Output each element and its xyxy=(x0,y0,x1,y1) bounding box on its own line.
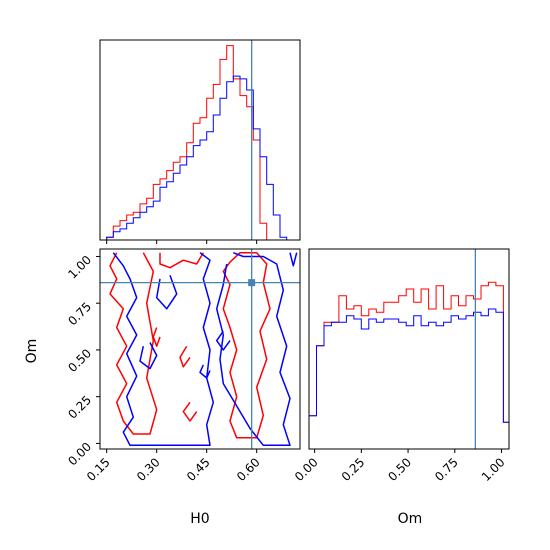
om-histogram-x-ticks: 0.00 0.25 0.50 0.75 1.00 xyxy=(292,449,508,484)
contour-x-ticks: 0.15 0.30 0.45 0.60 xyxy=(84,449,263,484)
om-y-tick-label-3: 0.50 xyxy=(65,346,94,375)
om-x-tick-label-1: 0.00 xyxy=(292,455,321,484)
om-y-tick-label-5: 1.00 xyxy=(65,253,94,282)
om-y-tick-label-4: 0.75 xyxy=(65,299,94,328)
contour-y-ticks: 0.00 0.25 0.50 0.75 1.00 xyxy=(65,253,100,469)
om-y-tick-label-2: 0.25 xyxy=(65,393,94,422)
h0-histogram-line-1 xyxy=(100,45,300,241)
om-x-tick-label-3: 0.50 xyxy=(385,455,414,484)
om-x-tick-label-2: 0.25 xyxy=(339,455,368,484)
contour-line-2-6 xyxy=(215,251,291,447)
om-histogram-line-1 xyxy=(309,281,509,423)
contour-line-2-4 xyxy=(215,330,231,351)
contour-line-1-6 xyxy=(222,251,271,439)
x-axis-label-h0: H0 xyxy=(190,511,209,527)
contour-line-2-5 xyxy=(199,364,211,379)
h0-histogram-frame xyxy=(99,39,301,241)
contour-line-1-2 xyxy=(159,252,204,269)
contour-line-2-3 xyxy=(139,342,158,370)
contour-series xyxy=(109,251,298,447)
om-histogram-panel: 0.00 0.25 0.50 0.75 1.00 xyxy=(292,248,510,484)
contour-truth-marker xyxy=(248,279,256,287)
h0-histogram-series xyxy=(100,45,300,241)
om-x-tick-label-5: 1.00 xyxy=(479,455,508,484)
om-histogram-frame xyxy=(308,248,510,450)
h0-om-contour-panel: 0.15 0.30 0.45 0.60 0.00 0.25 0.50 0.75 1.00 xyxy=(65,248,301,484)
x-axis-label-om: Om xyxy=(398,511,423,527)
contour-line-2-1 xyxy=(112,252,215,447)
om-y-tick-label-1: 0.00 xyxy=(65,440,94,469)
h0-histogram-line-2 xyxy=(100,75,300,241)
h0-x-tick-label-3: 0.45 xyxy=(184,455,213,484)
contour-frame xyxy=(99,248,301,450)
h0-histogram-ticks xyxy=(106,240,258,244)
h0-histogram-panel xyxy=(99,39,301,244)
contour-line-2-7 xyxy=(289,252,298,267)
contour-line-1-4 xyxy=(179,345,191,368)
contour-line-1-3 xyxy=(152,327,161,347)
contour-line-2-2 xyxy=(155,274,178,310)
y-axis-label-om: Om xyxy=(24,339,40,364)
h0-x-tick-label-4: 0.60 xyxy=(234,455,263,484)
h0-x-tick-label-1: 0.15 xyxy=(84,455,113,484)
om-x-tick-label-4: 0.75 xyxy=(432,455,461,484)
contour-line-1-1 xyxy=(109,252,158,435)
om-histogram-line-2 xyxy=(309,308,509,423)
contour-line-1-5 xyxy=(182,401,198,422)
h0-x-tick-label-2: 0.30 xyxy=(134,455,163,484)
om-histogram-series xyxy=(309,281,509,423)
